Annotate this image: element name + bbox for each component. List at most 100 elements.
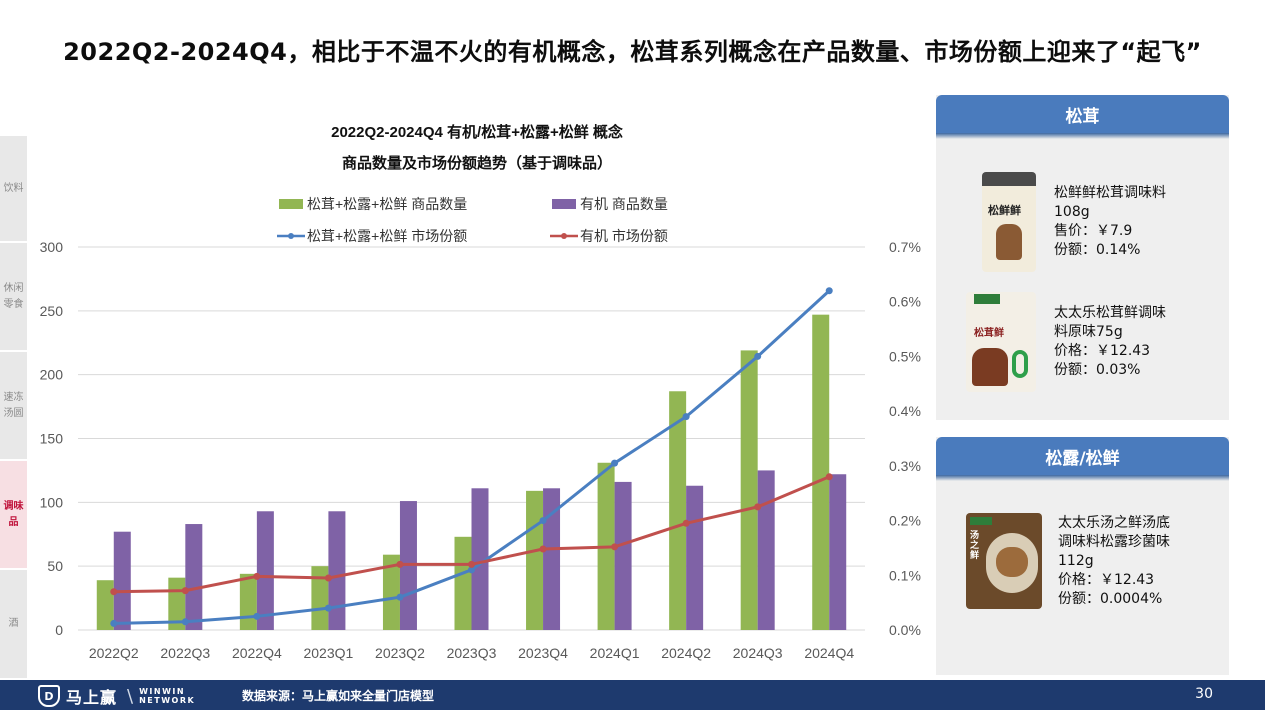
side-tab-snacks[interactable]: 休闲零食 bbox=[0, 243, 27, 352]
side-tab-label: 速冻汤圆 bbox=[3, 391, 24, 419]
combo-chart: 2022Q2-2024Q4 有机/松茸+松露+松鲜 概念商品数量及市场份额趋势（… bbox=[40, 123, 921, 661]
y-right-tick-label: 0.5% bbox=[889, 348, 921, 364]
bar bbox=[185, 524, 203, 630]
footer-bar: D 马上赢 \ WINWIN NETWORK 数据来源：马上赢如来全量门店模型 … bbox=[0, 680, 1265, 710]
x-tick-label: 2024Q3 bbox=[733, 645, 783, 661]
side-tab-seasoning[interactable]: 调味品 bbox=[0, 461, 27, 570]
x-tick-label: 2024Q4 bbox=[804, 645, 854, 661]
product-info: 太太乐松茸鲜调味 料原味75g 价格：￥12.43 份额：0.03% bbox=[1054, 304, 1166, 380]
product-image-label: 松鲜鲜 bbox=[988, 204, 1021, 217]
x-tick-label: 2023Q4 bbox=[518, 645, 568, 661]
y-right-tick-label: 0.7% bbox=[889, 239, 921, 255]
legend-label: 松茸+松露+松鲜 商品数量 bbox=[307, 196, 467, 212]
bar bbox=[382, 554, 400, 630]
product-share: 份额：0.14% bbox=[1054, 242, 1141, 258]
side-tab-frozen[interactable]: 速冻汤圆 bbox=[0, 352, 27, 461]
product-card: 汤之鲜 太太乐汤之鲜汤底 调味料松露珍菌味 112g 价格：￥12.43 份额：… bbox=[966, 513, 1170, 609]
x-tick-label: 2022Q2 bbox=[89, 645, 139, 661]
product-name: 太太乐汤之鲜汤底 bbox=[1058, 514, 1170, 531]
product-info: 太太乐汤之鲜汤底 调味料松露珍菌味 112g 价格：￥12.43 份额：0.00… bbox=[1058, 514, 1170, 609]
line-point bbox=[396, 560, 404, 568]
page-title: 2022Q2-2024Q4，相比于不温不火的有机概念，松茸系列概念在产品数量、市… bbox=[63, 38, 1202, 66]
side-tab-liquor[interactable]: 酒 bbox=[0, 570, 27, 680]
product-spec: 108g bbox=[1054, 204, 1090, 220]
y-right-tick-label: 0.0% bbox=[889, 622, 921, 638]
product-image-label: 松茸鲜 bbox=[974, 328, 1004, 339]
product-price: 价格：￥12.43 bbox=[1058, 571, 1155, 588]
bar bbox=[740, 350, 758, 630]
x-tick-label: 2023Q3 bbox=[447, 645, 497, 661]
line-point bbox=[253, 572, 261, 580]
shield-logo-icon: D bbox=[38, 685, 60, 707]
chart-subtitle: 商品数量及市场份额趋势（基于调味品） bbox=[342, 154, 612, 172]
truffle-panel-title: 松露/松鲜 bbox=[936, 437, 1229, 481]
seasoning-pouch-image: 松茸鲜 bbox=[966, 292, 1036, 392]
side-tab-drinks[interactable]: 饮料 bbox=[0, 136, 27, 243]
y-right-tick-label: 0.1% bbox=[889, 567, 921, 583]
product-share: 份额：0.03% bbox=[1054, 362, 1141, 378]
logo-divider: \ bbox=[127, 685, 134, 707]
y-left-tick-label: 300 bbox=[40, 239, 64, 255]
line-point bbox=[611, 459, 619, 467]
product-spec: 料原味75g bbox=[1054, 324, 1123, 340]
line-point bbox=[611, 543, 619, 551]
product-share: 份额：0.0004% bbox=[1058, 590, 1163, 607]
x-tick-label: 2024Q2 bbox=[661, 645, 711, 661]
y-left-tick-label: 0 bbox=[55, 622, 63, 638]
side-tab-label: 酒 bbox=[8, 618, 19, 629]
line-point bbox=[468, 560, 475, 568]
line-point bbox=[181, 618, 189, 626]
product-name: 松鲜鲜松茸调味料 bbox=[1054, 185, 1166, 201]
x-tick-label: 2024Q1 bbox=[590, 645, 640, 661]
product-price: 价格：￥12.43 bbox=[1054, 343, 1151, 359]
bar bbox=[812, 314, 830, 630]
bar bbox=[113, 531, 131, 630]
matsutake-panel-title: 松茸 bbox=[936, 95, 1229, 139]
logo-english: WINWIN NETWORK bbox=[139, 687, 195, 705]
bar bbox=[311, 566, 329, 630]
legend-swatch-bar bbox=[552, 199, 576, 209]
legend-label: 松茸+松露+松鲜 市场份额 bbox=[307, 228, 467, 244]
y-left-tick-label: 150 bbox=[40, 431, 64, 447]
bar bbox=[829, 474, 847, 630]
bar bbox=[686, 485, 704, 630]
y-left-tick-label: 200 bbox=[40, 367, 64, 383]
seasoning-jar-image: 松鲜鲜 bbox=[982, 172, 1036, 272]
line-point bbox=[110, 619, 118, 627]
bar bbox=[239, 573, 257, 630]
page-number: 30 bbox=[1195, 686, 1213, 702]
legend-swatch-marker bbox=[561, 233, 567, 239]
legend-label: 有机 商品数量 bbox=[580, 196, 668, 212]
line-point bbox=[825, 473, 833, 481]
brand-logo: D 马上赢 \ WINWIN NETWORK bbox=[38, 684, 195, 708]
line-point bbox=[468, 566, 475, 574]
side-tab-label: 饮料 bbox=[3, 182, 24, 194]
legend-swatch-marker bbox=[288, 233, 294, 239]
chart-title: 2022Q2-2024Q4 有机/松茸+松露+松鲜 概念 bbox=[331, 123, 623, 141]
bar bbox=[614, 481, 632, 630]
data-source: 数据来源：马上赢如来全量门店模型 bbox=[242, 689, 435, 703]
logo-en-line2: NETWORK bbox=[139, 696, 196, 705]
side-tab-label: 调味品 bbox=[3, 500, 24, 528]
y-right-tick-label: 0.4% bbox=[889, 403, 921, 419]
product-card: 松鲜鲜 松鲜鲜松茸调味料 108g 售价：￥7.9 份额：0.14% bbox=[982, 172, 1166, 272]
line-point bbox=[396, 593, 404, 601]
legend-swatch-bar bbox=[279, 199, 303, 209]
side-tab-label: 休闲零食 bbox=[3, 282, 24, 310]
line-point bbox=[539, 517, 547, 525]
line-point bbox=[682, 519, 690, 527]
line-point bbox=[253, 612, 261, 620]
line-point bbox=[825, 287, 833, 295]
logo-text: 马上赢 bbox=[66, 688, 118, 707]
bar bbox=[328, 511, 346, 630]
bar bbox=[454, 536, 472, 630]
legend-label: 有机 市场份额 bbox=[580, 228, 668, 244]
y-left-tick-label: 50 bbox=[47, 558, 63, 574]
product-spec: 112g bbox=[1058, 552, 1094, 569]
bar bbox=[543, 488, 561, 630]
product-image-label: 汤之鲜 bbox=[970, 531, 980, 561]
product-name-cont: 调味料松露珍菌味 bbox=[1058, 533, 1170, 550]
product-info: 松鲜鲜松茸调味料 108g 售价：￥7.9 份额：0.14% bbox=[1054, 184, 1166, 260]
x-tick-label: 2023Q1 bbox=[303, 645, 353, 661]
bar bbox=[757, 470, 775, 630]
